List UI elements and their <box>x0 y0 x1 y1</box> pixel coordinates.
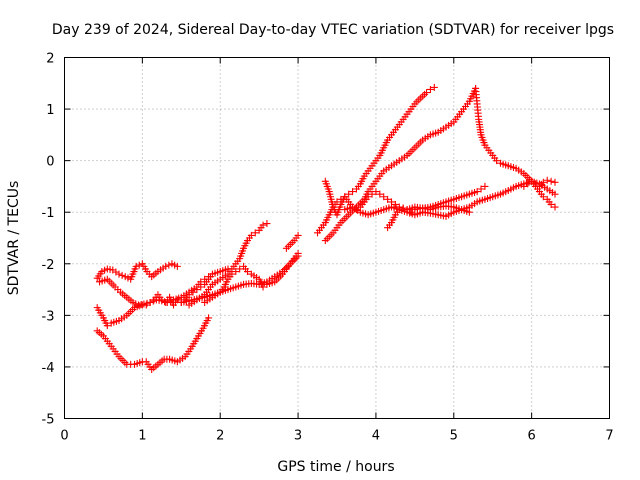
data-point <box>205 314 213 322</box>
data-point <box>423 89 431 97</box>
data-point <box>165 261 173 269</box>
data-point <box>185 291 193 299</box>
data-point <box>345 190 353 198</box>
data-series <box>93 265 232 330</box>
x-tick-label: 2 <box>216 429 224 444</box>
data-series <box>93 260 181 283</box>
y-tick-label: 0 <box>46 155 54 170</box>
y-tick-label: -5 <box>42 413 55 428</box>
data-point <box>376 190 384 198</box>
data-point <box>524 180 532 188</box>
data-point <box>236 265 244 273</box>
data-point <box>115 270 123 278</box>
data-point <box>247 231 255 239</box>
data-point <box>158 296 166 304</box>
data-point <box>547 177 555 185</box>
data-point <box>149 297 157 305</box>
x-axis-label: GPS time / hours <box>277 459 394 475</box>
data-point <box>481 182 489 190</box>
x-tick-label: 0 <box>60 429 68 444</box>
data-point <box>528 177 536 185</box>
data-point <box>364 193 372 201</box>
plot-frame <box>64 57 610 419</box>
data-point <box>493 157 501 165</box>
data-point <box>251 229 259 237</box>
data-point <box>146 298 154 306</box>
data-point <box>380 193 388 201</box>
data-point <box>368 190 376 198</box>
y-tick-label: 2 <box>46 52 54 67</box>
data-point <box>118 271 126 279</box>
data-series <box>282 231 302 252</box>
data-series <box>93 314 213 374</box>
data-point <box>193 286 201 294</box>
data-point <box>162 262 170 270</box>
data-series <box>520 176 559 190</box>
data-point <box>197 283 205 291</box>
data-point <box>551 178 559 186</box>
data-point <box>403 206 411 214</box>
data-point <box>384 195 392 203</box>
data-series <box>201 249 302 306</box>
data-point <box>473 188 481 196</box>
data-series <box>472 84 559 211</box>
data-series <box>185 220 271 309</box>
data-point <box>551 190 559 198</box>
y-tick-label: -4 <box>42 361 55 376</box>
x-tick-label: 4 <box>372 429 380 444</box>
chart-title: Day 239 of 2024, Sidereal Day-to-day VTE… <box>52 22 614 38</box>
x-tick-label: 1 <box>138 429 146 444</box>
data-point <box>294 231 302 239</box>
data-point <box>539 193 547 201</box>
y-tick-label: -2 <box>42 258 55 273</box>
data-series <box>321 84 480 245</box>
data-point <box>173 296 181 304</box>
data-point <box>103 322 111 330</box>
data-point <box>465 208 473 216</box>
data-point <box>143 299 151 307</box>
data-point <box>391 200 399 208</box>
data-point <box>135 261 143 269</box>
x-tick-label: 5 <box>450 429 458 444</box>
data-points <box>93 83 559 374</box>
y-tick-label: 1 <box>46 103 54 118</box>
data-point <box>430 83 438 91</box>
data-point <box>352 206 360 214</box>
data-point <box>399 204 407 212</box>
data-point <box>259 283 267 291</box>
data-point <box>477 185 485 193</box>
data-point <box>243 268 251 276</box>
data-point <box>407 208 415 216</box>
data-point <box>173 262 181 270</box>
data-point <box>395 206 403 214</box>
data-point <box>547 200 555 208</box>
x-tick-label: 3 <box>294 429 302 444</box>
data-point <box>132 262 140 270</box>
data-point <box>539 178 547 186</box>
axis-ticks: 0 1 2 3 4 5 6 7 2 1 0 -1 -2 -3 -4 -5 <box>42 52 614 444</box>
data-point <box>426 85 434 93</box>
data-point <box>543 176 551 184</box>
y-tick-label: -3 <box>42 309 55 324</box>
x-tick-label: 6 <box>528 429 536 444</box>
data-point <box>189 288 197 296</box>
data-point <box>259 221 267 229</box>
y-tick-label: -1 <box>42 206 55 221</box>
data-point <box>232 268 240 276</box>
data-point <box>142 301 150 309</box>
data-point <box>263 220 271 228</box>
y-axis-label: SDTVAR / TECUs <box>6 181 22 296</box>
data-point <box>551 203 559 211</box>
data-series <box>384 202 473 232</box>
data-point <box>294 249 302 257</box>
data-point <box>372 188 380 196</box>
data-point <box>532 180 540 188</box>
data-point <box>520 182 528 190</box>
data-point <box>349 188 357 196</box>
x-tick-label: 7 <box>605 429 613 444</box>
